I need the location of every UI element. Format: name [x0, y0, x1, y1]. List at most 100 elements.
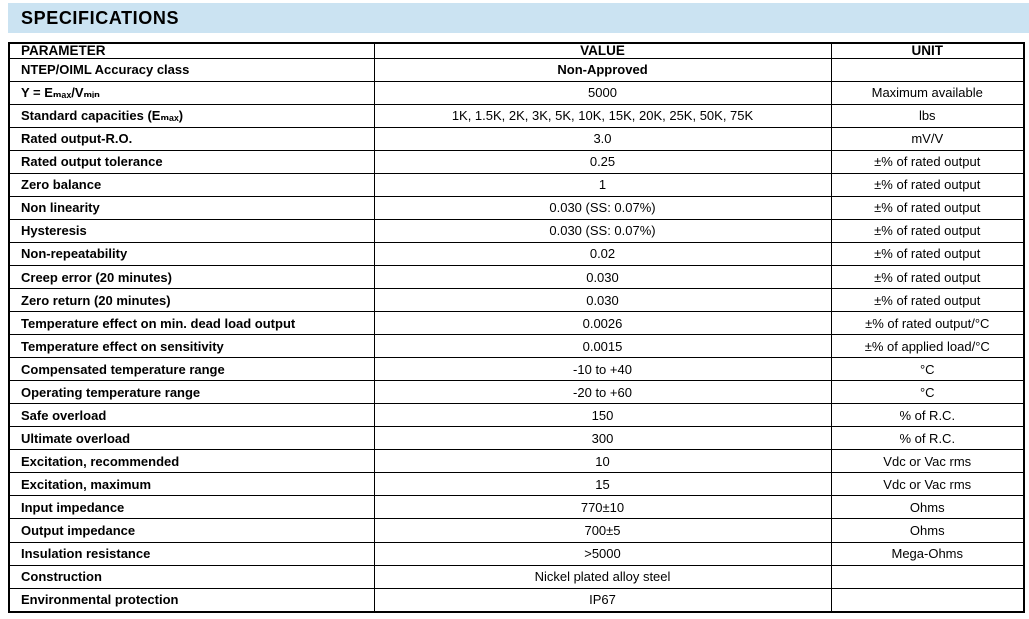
unit-cell: Vdc or Vac rms — [830, 472, 1025, 497]
unit-cell: ±% of rated output — [830, 150, 1025, 175]
table-header-row: PARAMETER VALUE UNIT — [8, 42, 1025, 60]
table-row: Zero return (20 minutes) 0.030 ±% of rat… — [8, 288, 1025, 313]
value-cell: 0.030 (SS: 0.07%) — [373, 196, 832, 221]
table-row: Creep error (20 minutes) 0.030 ±% of rat… — [8, 265, 1025, 290]
unit-cell: mV/V — [830, 127, 1025, 152]
parameter-cell: Excitation, maximum — [8, 472, 375, 497]
unit-cell: Maximum available — [830, 81, 1025, 106]
parameter-cell: Rated output-R.O. — [8, 127, 375, 152]
unit-cell: Ohms — [830, 495, 1025, 520]
value-cell: 150 — [373, 403, 832, 428]
value-cell: 0.02 — [373, 242, 832, 267]
parameter-cell: Safe overload — [8, 403, 375, 428]
parameter-cell: Non-repeatability — [8, 242, 375, 267]
value-cell: 10 — [373, 449, 832, 474]
table-row: Rated output tolerance 0.25 ±% of rated … — [8, 150, 1025, 175]
column-header-unit: UNIT — [830, 42, 1025, 60]
section-header-band: SPECIFICATIONS — [8, 3, 1029, 33]
parameter-cell: Output impedance — [8, 518, 375, 543]
unit-cell: % of R.C. — [830, 426, 1025, 451]
table-row: NTEP/OIML Accuracy class Non-Approved — [8, 58, 1025, 83]
value-cell: -10 to +40 — [373, 357, 832, 382]
unit-cell: ±% of rated output — [830, 219, 1025, 244]
table-row: Rated output-R.O. 3.0 mV/V — [8, 127, 1025, 152]
parameter-cell: Temperature effect on min. dead load out… — [8, 311, 375, 336]
value-cell: 0.030 — [373, 265, 832, 290]
value-cell: 0.030 — [373, 288, 832, 313]
table-row: Safe overload 150 % of R.C. — [8, 403, 1025, 428]
table-row: Insulation resistance >5000 Mega-Ohms — [8, 541, 1025, 566]
table-row: Excitation, maximum 15 Vdc or Vac rms — [8, 472, 1025, 497]
table-body: NTEP/OIML Accuracy class Non-Approved Y … — [8, 58, 1025, 613]
value-cell: 770±10 — [373, 495, 832, 520]
unit-cell: ±% of rated output — [830, 196, 1025, 221]
unit-cell: ±% of rated output — [830, 265, 1025, 290]
parameter-cell: Operating temperature range — [8, 380, 375, 405]
table-row: Construction Nickel plated alloy steel — [8, 564, 1025, 589]
value-cell: 300 — [373, 426, 832, 451]
table-row: Standard capacities (Eₘₐₓ) 1K, 1.5K, 2K,… — [8, 104, 1025, 129]
parameter-cell: Rated output tolerance — [8, 150, 375, 175]
unit-cell: ±% of rated output — [830, 173, 1025, 198]
table-row: Operating temperature range -20 to +60 °… — [8, 380, 1025, 405]
value-cell: 700±5 — [373, 518, 832, 543]
table-row: Compensated temperature range -10 to +40… — [8, 357, 1025, 382]
parameter-cell: Input impedance — [8, 495, 375, 520]
value-cell: 1 — [373, 173, 832, 198]
table-row: Ultimate overload 300 % of R.C. — [8, 426, 1025, 451]
section-title: SPECIFICATIONS — [21, 7, 180, 28]
table-row: Zero balance 1 ±% of rated output — [8, 173, 1025, 198]
value-cell: Non-Approved — [373, 58, 832, 83]
value-cell: 5000 — [373, 81, 832, 106]
table-row: Environmental protection IP67 — [8, 587, 1025, 613]
unit-cell — [830, 58, 1025, 83]
parameter-cell: Hysteresis — [8, 219, 375, 244]
column-header-parameter: PARAMETER — [8, 42, 375, 60]
unit-cell: Mega-Ohms — [830, 541, 1025, 566]
parameter-cell: Excitation, recommended — [8, 449, 375, 474]
table-row: Output impedance 700±5 Ohms — [8, 518, 1025, 543]
value-cell: 15 — [373, 472, 832, 497]
unit-cell: °C — [830, 357, 1025, 382]
table-row: Y = Eₘₐₓ/Vₘᵢₙ 5000 Maximum available — [8, 81, 1025, 106]
value-cell: 3.0 — [373, 127, 832, 152]
parameter-cell: Standard capacities (Eₘₐₓ) — [8, 104, 375, 129]
parameter-cell: Temperature effect on sensitivity — [8, 334, 375, 359]
parameter-cell: Ultimate overload — [8, 426, 375, 451]
unit-cell: Vdc or Vac rms — [830, 449, 1025, 474]
value-cell: >5000 — [373, 541, 832, 566]
parameter-cell: Environmental protection — [8, 587, 375, 613]
table-row: Non linearity 0.030 (SS: 0.07%) ±% of ra… — [8, 196, 1025, 221]
table-row: Excitation, recommended 10 Vdc or Vac rm… — [8, 449, 1025, 474]
table-row: Hysteresis 0.030 (SS: 0.07%) ±% of rated… — [8, 219, 1025, 244]
unit-cell: % of R.C. — [830, 403, 1025, 428]
table-row: Temperature effect on sensitivity 0.0015… — [8, 334, 1025, 359]
parameter-cell: Y = Eₘₐₓ/Vₘᵢₙ — [8, 81, 375, 106]
unit-cell — [830, 587, 1025, 613]
table-row: Input impedance 770±10 Ohms — [8, 495, 1025, 520]
unit-cell: ±% of rated output/°C — [830, 311, 1025, 336]
parameter-cell: Creep error (20 minutes) — [8, 265, 375, 290]
value-cell: 0.0015 — [373, 334, 832, 359]
unit-cell: ±% of applied load/°C — [830, 334, 1025, 359]
parameter-cell: Non linearity — [8, 196, 375, 221]
value-cell: 0.030 (SS: 0.07%) — [373, 219, 832, 244]
column-header-value: VALUE — [373, 42, 832, 60]
specifications-table: PARAMETER VALUE UNIT NTEP/OIML Accuracy … — [8, 42, 1025, 613]
unit-cell — [830, 564, 1025, 589]
parameter-cell: NTEP/OIML Accuracy class — [8, 58, 375, 83]
value-cell: 0.25 — [373, 150, 832, 175]
value-cell: Nickel plated alloy steel — [373, 564, 832, 589]
parameter-cell: Zero balance — [8, 173, 375, 198]
parameter-cell: Construction — [8, 564, 375, 589]
parameter-cell: Compensated temperature range — [8, 357, 375, 382]
value-cell: -20 to +60 — [373, 380, 832, 405]
unit-cell: ±% of rated output — [830, 242, 1025, 267]
unit-cell: °C — [830, 380, 1025, 405]
parameter-cell: Insulation resistance — [8, 541, 375, 566]
value-cell: 0.0026 — [373, 311, 832, 336]
unit-cell: lbs — [830, 104, 1025, 129]
table-row: Non-repeatability 0.02 ±% of rated outpu… — [8, 242, 1025, 267]
parameter-cell: Zero return (20 minutes) — [8, 288, 375, 313]
